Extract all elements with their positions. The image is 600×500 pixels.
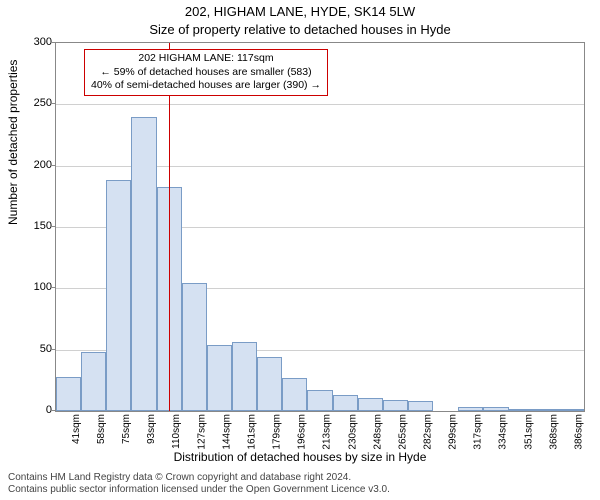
x-tick-label: 41sqm	[71, 414, 82, 444]
histogram-bar	[56, 377, 81, 411]
histogram-bar	[207, 345, 232, 411]
x-tick-label: 334sqm	[498, 414, 509, 450]
histogram-bar	[383, 400, 408, 411]
x-tick-label: 93sqm	[146, 414, 157, 444]
histogram-bar	[534, 409, 559, 411]
histogram-bar	[458, 407, 483, 411]
x-tick-label: 110sqm	[171, 414, 182, 449]
footer: Contains HM Land Registry data © Crown c…	[8, 472, 390, 496]
x-tick-label: 299sqm	[448, 414, 459, 450]
x-tick-label: 58sqm	[96, 414, 107, 444]
x-tick-label: 179sqm	[272, 414, 283, 450]
footer-line1: Contains HM Land Registry data © Crown c…	[8, 472, 390, 484]
chart-title-sub: Size of property relative to detached ho…	[0, 22, 600, 37]
x-tick-label: 144sqm	[221, 414, 232, 450]
x-tick-label: 196sqm	[297, 414, 308, 450]
x-tick-label: 351sqm	[523, 414, 534, 450]
annotation-line3: 40% of semi-detached houses are larger (…	[91, 79, 321, 93]
x-tick-label: 127sqm	[196, 414, 207, 450]
histogram-bar	[282, 378, 307, 411]
histogram-bar	[182, 283, 207, 411]
x-tick-label: 161sqm	[247, 414, 258, 450]
x-tick-label: 75sqm	[121, 414, 132, 444]
x-axis-label: Distribution of detached houses by size …	[0, 450, 600, 464]
x-tick-label: 317sqm	[473, 414, 484, 450]
histogram-bar	[559, 409, 584, 411]
annotation-line2: ← 59% of detached houses are smaller (58…	[91, 66, 321, 80]
histogram-bar	[257, 357, 282, 411]
histogram-bar	[232, 342, 257, 411]
x-tick-label: 230sqm	[347, 414, 358, 450]
x-tick-label: 368sqm	[548, 414, 559, 450]
x-tick-label: 248sqm	[372, 414, 383, 450]
gridline	[56, 104, 584, 105]
histogram-bar	[408, 401, 433, 411]
annotation-line1: 202 HIGHAM LANE: 117sqm	[91, 52, 321, 66]
x-tick-label: 213sqm	[322, 414, 333, 450]
x-tick-label: 386sqm	[573, 414, 584, 450]
chart-container: 202, HIGHAM LANE, HYDE, SK14 5LW Size of…	[0, 0, 600, 500]
annotation-box: 202 HIGHAM LANE: 117sqm ← 59% of detache…	[84, 49, 328, 96]
histogram-bar	[106, 180, 131, 411]
histogram-bar	[509, 409, 534, 411]
histogram-bar	[81, 352, 106, 411]
marker-line-el	[169, 43, 170, 411]
x-tick-label: 282sqm	[423, 414, 434, 450]
chart-title-main: 202, HIGHAM LANE, HYDE, SK14 5LW	[0, 4, 600, 19]
histogram-bar	[307, 390, 332, 411]
footer-line2: Contains public sector information licen…	[8, 484, 390, 496]
x-tick-label: 265sqm	[397, 414, 408, 450]
histogram-bar	[483, 407, 508, 411]
histogram-bar	[358, 398, 383, 411]
histogram-bar	[333, 395, 358, 411]
plot-area: 202 HIGHAM LANE: 117sqm ← 59% of detache…	[55, 42, 585, 412]
y-axis-label: Number of detached properties	[6, 60, 20, 225]
histogram-bar	[131, 117, 156, 411]
